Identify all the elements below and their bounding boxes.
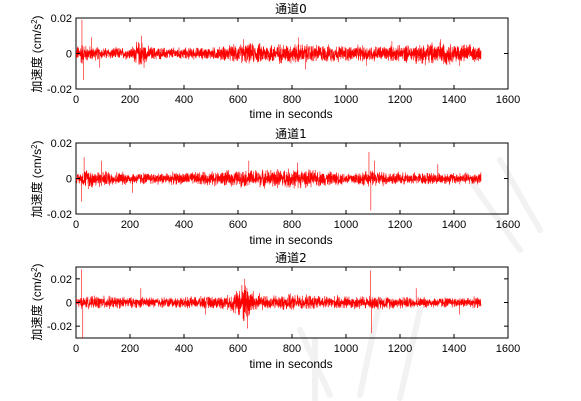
panel-2-xtick-label: 200: [121, 343, 139, 355]
panel-2-xtick-label: 400: [175, 343, 193, 355]
panel-1-ylabel: 加速度 (cm/s2): [29, 140, 44, 217]
panel-0-xtick-label: 0: [73, 94, 79, 106]
panel-2-ytick-label: 0: [66, 298, 72, 310]
panel-1-ytick-label: 0: [66, 174, 72, 186]
panel-0-xtick-label: 1000: [334, 94, 358, 106]
panel-0-xlabel: time in seconds: [249, 107, 332, 121]
panel-1-xtick-label: 600: [229, 219, 247, 231]
panel-2-xlabel: time in seconds: [249, 357, 332, 371]
panel-2-xtick-label: 1000: [334, 343, 358, 355]
panel-0-series-line: [76, 19, 482, 81]
panel-2: 通道2 0 200 400 600 800 1000 1200 1400 1600-0.0200…: [29, 251, 520, 371]
panel-0-ylabel: 加速度 (cm/s2): [29, 15, 44, 92]
panel-0-xtick-label: 1600: [496, 94, 520, 106]
panel-0-xtick-label: 1200: [388, 94, 412, 106]
panel-2-title: 通道2: [275, 251, 307, 265]
panel-1-xtick-label: 1000: [334, 219, 358, 231]
panel-1-ytick-label: -0.02: [47, 209, 72, 221]
panel-1-xtick-label: 0: [73, 219, 79, 231]
panel-0-ytick-label: 0.02: [51, 13, 72, 25]
panel-1-xtick-label: 800: [283, 219, 301, 231]
panel-1-xtick-label: 1400: [442, 219, 466, 231]
panel-1-xlabel: time in seconds: [249, 233, 332, 247]
panel-2-series-line: [76, 269, 482, 338]
panel-2-xtick-label: 600: [229, 343, 247, 355]
panel-2-ylabel-sup: 2: [30, 267, 39, 272]
panel-0-ylabel-sup: 2: [30, 19, 39, 24]
panel-1-xtick-label: 1200: [388, 219, 412, 231]
panel-1-xtick-label: 200: [121, 219, 139, 231]
panel-2-ytick-label: -0.02: [47, 321, 72, 333]
panel-0-xtick-label: 200: [121, 94, 139, 106]
panel-0-xtick-label: 800: [283, 94, 301, 106]
panel-2-xtick-label: 800: [283, 343, 301, 355]
panel-0-xtick-label: 400: [175, 94, 193, 106]
panel-2-xtick-label: 1200: [388, 343, 412, 355]
panel-1-title: 通道1: [275, 127, 307, 141]
panel-0-ytick-label: 0: [66, 49, 72, 61]
panel-2-ytick-label: 0.02: [51, 274, 72, 286]
panel-1-xtick-label: 400: [175, 219, 193, 231]
panel-1: 通道1 0 200 400 600 800 1000 1200 1400 1600-0.0200…: [29, 127, 520, 247]
panel-1-ytick-label: 0.02: [51, 138, 72, 150]
panel-2-xtick-label: 1400: [442, 343, 466, 355]
panel-0-xtick-label: 600: [229, 94, 247, 106]
panel-1-xtick-label: 1600: [496, 219, 520, 231]
panel-2-ylabel: 加速度 (cm/s2): [29, 263, 44, 340]
panel-0-xtick-label: 1400: [442, 94, 466, 106]
panel-2-xtick-label: 0: [73, 343, 79, 355]
panel-0-ytick-label: -0.02: [47, 84, 72, 96]
panel-0-title: 通道0: [275, 2, 307, 16]
panel-0: 通道0 0 200 400 600 800 1000 1200 1400 1600-0.0200…: [29, 2, 520, 121]
panel-1-ylabel-sup: 2: [30, 144, 39, 149]
panel-2-xtick-label: 1600: [496, 343, 520, 355]
panel-1-series-line: [76, 151, 482, 211]
